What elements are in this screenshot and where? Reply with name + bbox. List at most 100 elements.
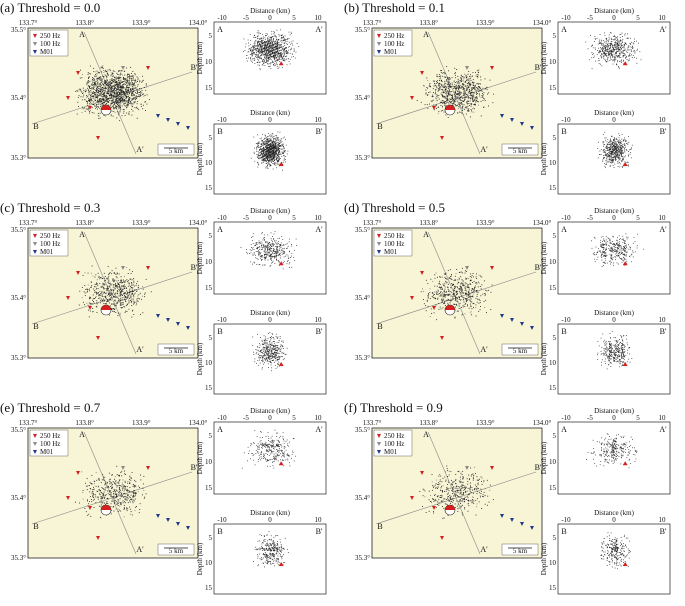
distance-tick: -5 — [243, 14, 249, 22]
distance-axis-label: Distance (km) — [594, 109, 635, 117]
epicenter-cloud — [78, 265, 152, 318]
hypocenter-cloud — [591, 233, 644, 267]
panel-title: (d) Threshold = 0.5 — [344, 200, 445, 215]
station-marker — [166, 318, 170, 322]
focal-mechanism-icon — [100, 304, 112, 316]
station-marker — [66, 496, 70, 500]
legend-label: 250 Hz — [40, 32, 60, 40]
map-lat-tick: 35.5° — [355, 426, 370, 434]
legend-label: 250 Hz — [384, 432, 404, 440]
profile-label: A' — [659, 425, 667, 434]
depth-tick: 15 — [549, 184, 557, 192]
map-lon-tick: 133.9° — [476, 419, 495, 427]
station-marker — [465, 466, 469, 470]
distance-tick: 5 — [636, 14, 640, 22]
distance-axis-label: Distance (km) — [250, 207, 291, 215]
map-lat-tick: 35.5° — [11, 426, 26, 434]
station-marker — [530, 326, 534, 330]
station-marker — [166, 118, 170, 122]
panel-graphics: 133.7° 133.8° 133.9° 134.0° 35.5° 35.4° 35.3° A… — [355, 7, 671, 195]
legend-label: 250 Hz — [40, 432, 60, 440]
distance-axis-label: Distance (km) — [250, 407, 291, 415]
scale-bar-box — [501, 143, 539, 156]
station-marker — [176, 322, 180, 326]
map-lon-tick: 134.0° — [533, 419, 552, 427]
map-lat-tick: 35.4° — [11, 294, 26, 302]
map-lat-tick: 35.5° — [11, 226, 26, 234]
cross-section-bb — [213, 323, 327, 395]
distance-tick: 0 — [268, 14, 272, 22]
map-lon-tick: 133.7° — [363, 219, 382, 227]
panel-graphics: 133.7° 133.8° 133.9° 134.0° 35.5° 35.4° 35.3° A… — [11, 407, 327, 595]
distance-tick: 0 — [268, 214, 272, 222]
depth-axis-label: Depth (km) — [540, 542, 548, 575]
hypocenter-cloud — [586, 433, 638, 469]
profile-label-b-prime: B' — [191, 263, 198, 272]
hypocenter-cloud — [252, 332, 288, 372]
depth-tick: 10 — [205, 559, 213, 567]
scale-bar-label: 5 km — [169, 147, 184, 155]
depth-tick: 10 — [205, 458, 213, 466]
distance-tick: 5 — [636, 414, 640, 422]
profile-line-aa — [83, 431, 137, 555]
distance-tick: 5 — [292, 414, 296, 422]
depth-tick: 5 — [553, 32, 557, 40]
distance-tick: 0 — [268, 516, 272, 524]
distance-axis-label: Distance (km) — [594, 7, 635, 15]
station-marker — [420, 271, 424, 275]
distance-tick: -10 — [217, 116, 227, 124]
station-marker — [490, 266, 494, 270]
hypocenter-cloud — [242, 29, 300, 71]
distance-tick: 5 — [292, 14, 296, 22]
station-marker — [432, 306, 436, 310]
scale-bar-box — [501, 543, 539, 556]
legend-label: M01 — [384, 48, 398, 56]
profile-label-b-prime: B' — [535, 463, 542, 472]
map-lat-tick: 35.5° — [355, 226, 370, 234]
station-marker — [465, 66, 469, 70]
depth-tick: 10 — [549, 58, 557, 66]
station-marker — [520, 122, 524, 126]
panel-4: (e) Threshold = 0.7 133.7° 133.8° 133.9° 134… — [0, 400, 338, 600]
profile-label: A' — [315, 225, 323, 234]
station-marker — [465, 266, 469, 270]
distance-axis-label: Distance (km) — [250, 7, 291, 15]
epicenter-cloud — [416, 66, 494, 118]
depth-tick: 5 — [553, 134, 557, 142]
map-lon-tick: 133.7° — [19, 219, 38, 227]
station-marker — [440, 336, 444, 340]
profile-label-a: A — [79, 430, 85, 439]
map-lon-tick: 133.8° — [419, 419, 438, 427]
distance-tick: -10 — [561, 516, 571, 524]
station-marker — [121, 266, 125, 270]
panel-title: (c) Threshold = 0.3 — [0, 200, 101, 215]
map-lon-tick: 133.8° — [75, 19, 94, 27]
profile-label-a: A — [79, 30, 85, 39]
scale-bar-label: 5 km — [513, 547, 528, 555]
station-marker — [500, 514, 504, 518]
depth-tick: 10 — [205, 58, 213, 66]
station-marker — [76, 71, 80, 75]
map-lat-tick: 35.5° — [11, 26, 26, 34]
panel-graphics: 133.7° 133.8° 133.9° 134.0° 35.5° 35.4° 35.3° A… — [355, 207, 671, 395]
panel-graphics: 133.7° 133.8° 133.9° 134.0° 35.5° 35.4° 35.3° A… — [11, 7, 327, 195]
profile-line-bb — [375, 471, 537, 525]
epicenter-cloud — [75, 65, 150, 122]
profile-label-a-prime: A' — [480, 545, 488, 554]
station-marker — [176, 122, 180, 126]
map-lat-tick: 35.5° — [355, 26, 370, 34]
map-lat-tick: 35.4° — [11, 494, 26, 502]
depth-tick: 15 — [205, 384, 213, 392]
station-marker — [121, 466, 125, 470]
map-lat-tick: 35.4° — [11, 94, 26, 102]
distance-axis-label: Distance (km) — [594, 407, 635, 415]
distance-tick: 0 — [268, 116, 272, 124]
profile-label-b-prime: B' — [535, 63, 542, 72]
mainshock-marker — [622, 162, 628, 166]
panel-title: (a) Threshold = 0.0 — [0, 0, 101, 15]
profile-label: B — [561, 527, 566, 536]
profile-label-b: B — [377, 122, 382, 131]
